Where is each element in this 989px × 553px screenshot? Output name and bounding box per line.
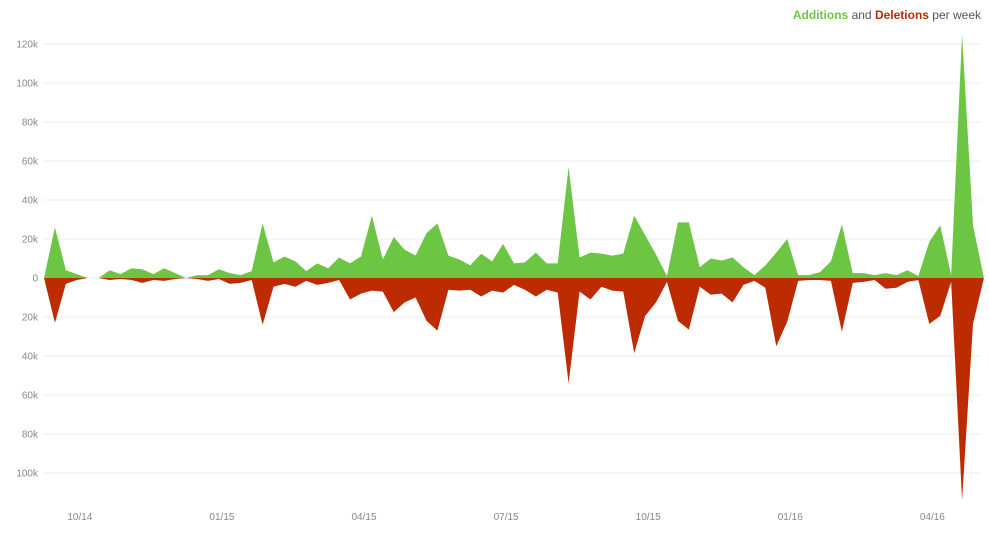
y-tick-label: 40k: [22, 196, 39, 207]
y-tick-label: 80k: [22, 430, 39, 441]
legend-per-week: per week: [932, 8, 981, 22]
legend-deletions: Deletions: [874, 8, 929, 22]
y-tick-label: 40k: [22, 352, 39, 363]
x-tick-label: 10/15: [636, 512, 661, 523]
x-axis: 10/14 01/15 04/15 07/15 10/15 01/16 04/16: [67, 512, 945, 523]
y-tick-label: 120k: [16, 40, 39, 51]
x-tick-label: 07/15: [494, 512, 519, 523]
y-tick-label: 20k: [22, 313, 39, 324]
x-tick-label: 01/15: [209, 512, 234, 523]
legend-and: and: [851, 8, 872, 22]
x-tick-label: 04/16: [920, 512, 945, 523]
y-tick-label: 0: [32, 274, 38, 285]
y-tick-label: 100k: [16, 79, 39, 90]
y-tick-label: 20k: [22, 235, 39, 246]
series-layer: [44, 34, 984, 501]
x-tick-label: 01/16: [778, 512, 803, 523]
additions-area: [44, 34, 984, 278]
y-tick-label: 100k: [16, 469, 39, 480]
y-tick-label: 60k: [22, 157, 39, 168]
y-tick-label: 60k: [22, 391, 39, 402]
y-tick-label: 80k: [22, 118, 39, 129]
chart-legend: Additions and Deletions per week: [793, 8, 981, 22]
x-tick-label: 10/14: [67, 512, 92, 523]
y-axis: 120k 100k 80k 60k 40k 20k 0 20k 40k 60k 80k 100k: [16, 40, 39, 480]
deletions-area: [44, 278, 984, 501]
x-tick-label: 04/15: [352, 512, 377, 523]
legend-additions: Additions: [792, 8, 849, 22]
